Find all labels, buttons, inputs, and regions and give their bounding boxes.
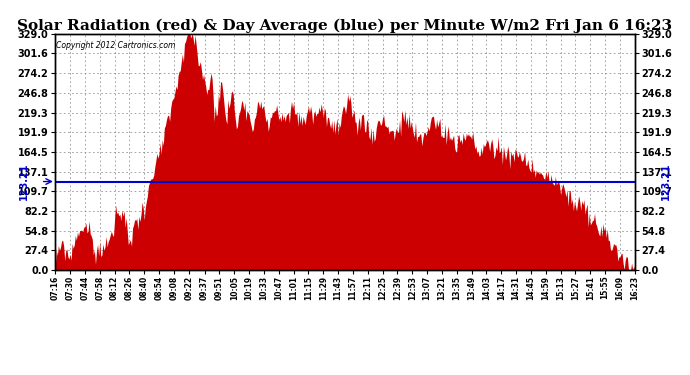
Title: Solar Radiation (red) & Day Average (blue) per Minute W/m2 Fri Jan 6 16:23: Solar Radiation (red) & Day Average (blu… — [17, 18, 673, 33]
Text: 123.21: 123.21 — [19, 163, 29, 200]
Text: Copyright 2012 Cartronics.com: Copyright 2012 Cartronics.com — [57, 41, 176, 50]
Text: 123.21: 123.21 — [661, 163, 671, 200]
